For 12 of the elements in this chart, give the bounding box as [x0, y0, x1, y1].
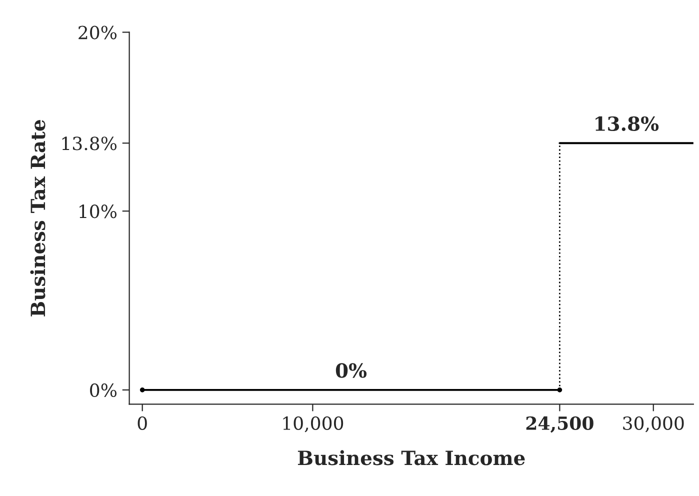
- y-axis-title: Business Tax Rate: [30, 120, 46, 316]
- annotation: 13.8%: [596, 116, 659, 132]
- y-tick-label: 13.8%: [62, 136, 117, 150]
- x-tick-label: 10,000: [283, 416, 344, 432]
- y-tick-label: 10%: [80, 204, 117, 218]
- x-tick-label: 24,500: [526, 416, 594, 433]
- x-axis-title: Business Tax Income: [298, 450, 525, 466]
- annotation: 0%: [336, 363, 367, 378]
- y-tick-label: 0%: [90, 383, 117, 398]
- x-tick-label: 30,000: [623, 416, 684, 432]
- x-tick-label: 0: [138, 416, 147, 430]
- y-tick-label: 20%: [78, 26, 117, 40]
